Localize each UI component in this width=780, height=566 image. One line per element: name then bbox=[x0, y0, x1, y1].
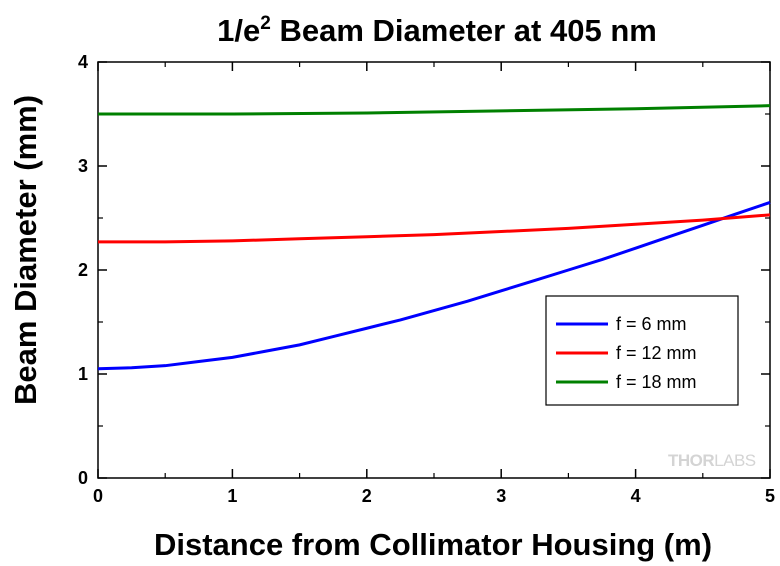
y-tick-label: 4 bbox=[78, 52, 88, 72]
x-tick-label: 4 bbox=[631, 486, 641, 506]
y-tick-label: 0 bbox=[78, 468, 88, 488]
watermark-text-b: LABS bbox=[714, 451, 756, 470]
legend-box bbox=[545, 295, 739, 406]
plot-area: 0 1 2 3 4 5 0 1 2 3 4 THORLABS bbox=[78, 52, 775, 506]
x-axis-title: Distance from Collimator Housing (m) bbox=[154, 527, 712, 562]
series-lines bbox=[97, 104, 771, 371]
chart-title-main: 1/e bbox=[217, 13, 260, 48]
series-line-1 bbox=[97, 200, 771, 371]
x-tick-label: 2 bbox=[362, 486, 372, 506]
chart-title: 1/e2 Beam Diameter at 405 nm bbox=[217, 13, 657, 48]
series-line-2 bbox=[98, 213, 771, 244]
series-line-3 bbox=[98, 104, 771, 116]
y-tick-label: 3 bbox=[78, 156, 88, 176]
y-tick-label: 2 bbox=[78, 260, 88, 280]
chart-title-superscript: 2 bbox=[260, 13, 271, 34]
legend-label-1: f = 6 mm bbox=[616, 314, 687, 334]
x-tick-label: 0 bbox=[93, 486, 103, 506]
x-tick-label: 3 bbox=[496, 486, 506, 506]
legend: f = 6 mm f = 12 mm f = 18 mm bbox=[545, 295, 739, 406]
legend-label-3: f = 18 mm bbox=[616, 372, 697, 392]
x-tick-label: 1 bbox=[227, 486, 237, 506]
y-tick-label: 1 bbox=[78, 364, 88, 384]
x-axis-ticks: 0 1 2 3 4 5 bbox=[93, 62, 775, 506]
x-tick-label: 5 bbox=[765, 486, 775, 506]
y-axis-ticks: 0 1 2 3 4 bbox=[78, 52, 770, 488]
legend-label-2: f = 12 mm bbox=[616, 343, 697, 363]
thorlabs-watermark: THORLABS bbox=[668, 451, 756, 470]
plot-frame bbox=[97, 61, 771, 479]
watermark-text-a: THOR bbox=[668, 451, 714, 470]
y-axis-title: Beam Diameter (mm) bbox=[8, 95, 43, 405]
chart-title-rest: Beam Diameter at 405 nm bbox=[271, 13, 657, 48]
